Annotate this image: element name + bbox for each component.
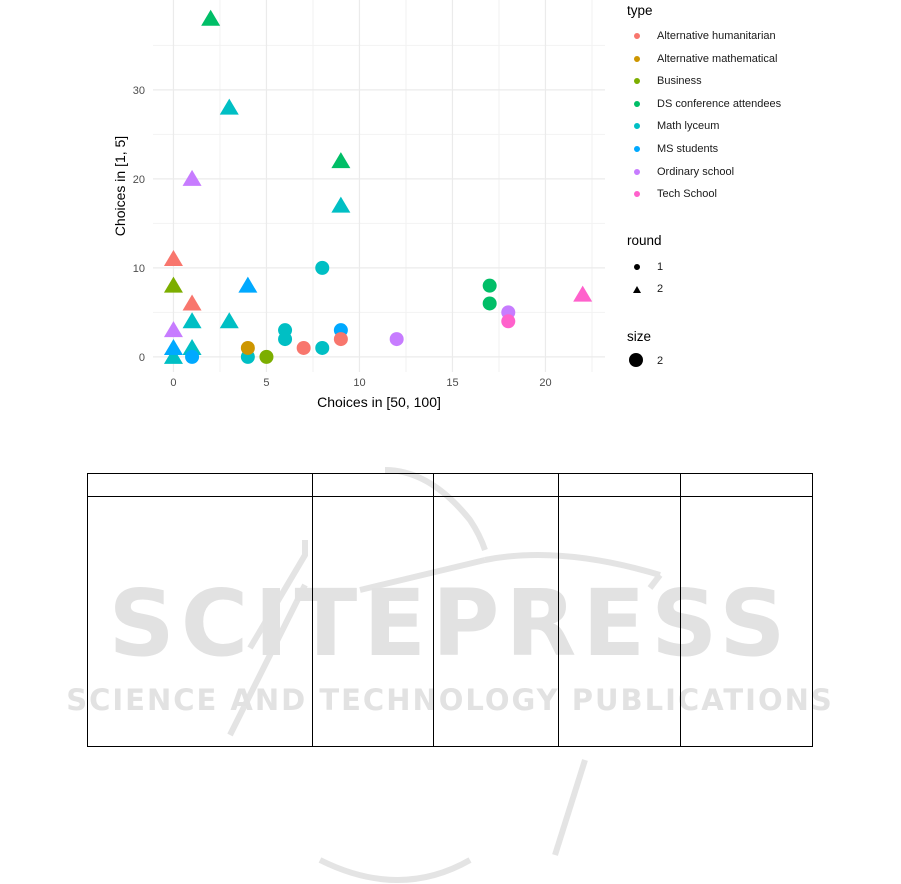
legend-item: MS students <box>627 142 718 156</box>
data-point-triangle <box>201 9 221 26</box>
legend-item-label: Math lyceum <box>657 120 720 133</box>
circle-icon <box>634 191 640 198</box>
legend-item: Business <box>627 74 702 88</box>
data-point-circle <box>240 340 255 355</box>
legend-item-label: Tech School <box>657 188 717 201</box>
data-point-circle <box>185 349 200 364</box>
y-tick-label: 0 <box>139 352 145 364</box>
data-point-triangle <box>182 312 202 329</box>
legend-item-label: MS students <box>657 143 719 155</box>
table-header-divider <box>88 496 812 497</box>
data-point-triangle <box>331 196 351 213</box>
data-point-triangle <box>573 285 593 302</box>
data-point-triangle <box>163 338 183 355</box>
data-table <box>87 473 813 747</box>
legend-item: Alternative mathematical <box>627 52 777 66</box>
circle-icon <box>634 100 640 107</box>
legend-item: Ordinary school <box>627 165 734 179</box>
circle-icon <box>634 123 640 130</box>
data-point-triangle <box>331 152 351 169</box>
data-point-circle <box>333 332 348 347</box>
data-point-triangle <box>163 249 183 266</box>
circle-icon <box>634 33 640 39</box>
data-point-circle <box>482 296 497 311</box>
x-tick-label: 0 <box>170 377 176 389</box>
data-point-triangle <box>238 276 258 293</box>
y-tick-label: 20 <box>133 174 145 186</box>
circle-icon <box>634 78 640 85</box>
table-column-divider <box>558 474 559 746</box>
y-tick-label: 30 <box>133 85 145 97</box>
circle-icon <box>634 168 640 175</box>
data-point-circle <box>259 349 274 364</box>
legend-item: Alternative humanitarian <box>627 29 776 43</box>
data-point-circle <box>389 332 404 347</box>
table-column-divider <box>433 474 434 746</box>
circle-icon <box>629 353 643 367</box>
data-point-triangle <box>163 347 183 364</box>
circle-icon <box>634 264 640 270</box>
table-column-divider <box>680 474 681 746</box>
x-tick-label: 15 <box>446 377 458 389</box>
circle-icon <box>634 146 640 152</box>
legend-size-title: size <box>627 329 652 344</box>
x-tick-label: 20 <box>539 377 551 389</box>
data-point-triangle <box>219 98 239 115</box>
data-point-triangle <box>163 276 183 293</box>
legend-round-label: 1 <box>657 261 664 273</box>
x-axis-title: Choices in [50, 100] <box>317 394 441 410</box>
data-point-circle <box>296 340 311 355</box>
data-point-triangle <box>182 338 202 355</box>
legend-round-label: 2 <box>657 283 664 295</box>
y-axis-title: Choices in [1, 5] <box>112 136 128 236</box>
legend-item-label: Business <box>657 75 702 88</box>
data-point-circle <box>278 332 293 347</box>
triangle-icon <box>633 286 641 293</box>
data-point-circle <box>315 340 330 355</box>
legend-item-label: Alternative mathematical <box>657 52 778 65</box>
legend-type-title: type <box>627 3 653 18</box>
legend-round-title: round <box>627 233 662 248</box>
legend-item-label: Ordinary school <box>657 165 735 178</box>
legend-item-label: DS conference attendees <box>657 97 782 110</box>
x-tick-label: 10 <box>353 377 365 389</box>
data-point-circle <box>315 260 330 275</box>
legend-size-label: 2 <box>657 355 664 367</box>
legend-item-label: Alternative humanitarian <box>657 30 776 42</box>
legend-item: DS conference attendees <box>627 97 781 111</box>
legend-round-2: 2 <box>627 282 663 296</box>
data-point-triangle <box>182 294 202 311</box>
legend-round-1: 1 <box>627 260 663 274</box>
circle-icon <box>634 55 640 62</box>
legend-size-2: 2 <box>627 353 664 368</box>
data-point-triangle <box>219 312 239 329</box>
data-point-triangle <box>182 169 202 186</box>
legend-item: Math lyceum <box>627 119 719 133</box>
x-tick-label: 5 <box>263 377 269 389</box>
y-tick-label: 10 <box>133 263 145 275</box>
legend-item: Tech School <box>627 187 717 201</box>
data-point-triangle <box>163 321 183 338</box>
data-point-circle <box>501 314 516 329</box>
scatter-chart: 0 5 10 15 20 0 10 20 30 Choices in [50, 100] Choic… <box>112 0 605 410</box>
table-column-divider <box>312 474 313 746</box>
data-point-circle <box>482 278 497 293</box>
